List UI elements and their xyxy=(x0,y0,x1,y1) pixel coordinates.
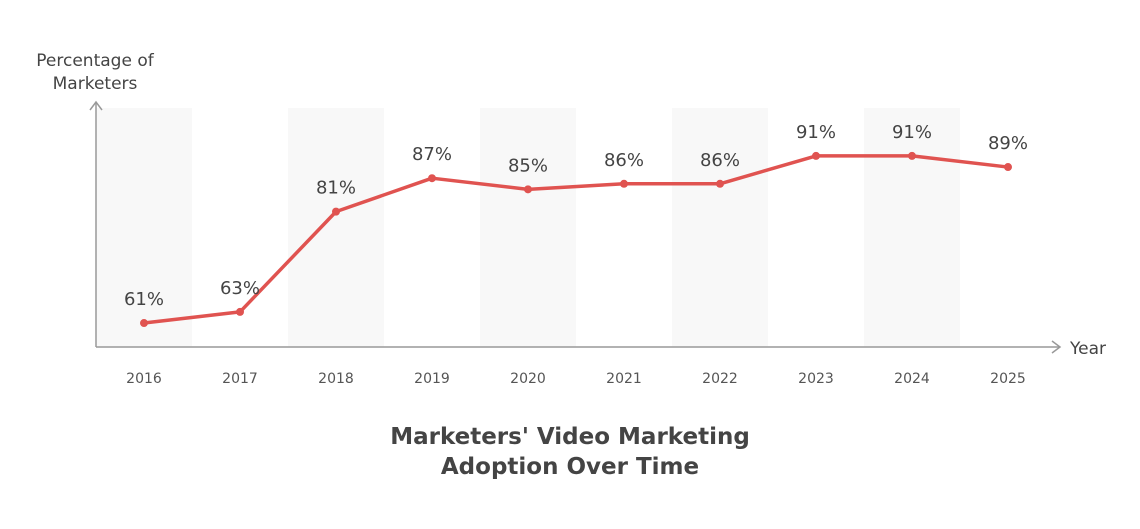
x-tick-label: 2025 xyxy=(990,371,1026,387)
x-tick-label: 2017 xyxy=(222,371,258,387)
x-tick-label: 2019 xyxy=(414,371,450,387)
y-axis-arrow xyxy=(89,100,103,111)
x-tick-label: 2022 xyxy=(702,371,738,387)
data-point xyxy=(236,307,244,316)
data-label: 89% xyxy=(988,133,1028,154)
data-label: 91% xyxy=(796,122,836,143)
x-tick-label: 2016 xyxy=(126,371,162,387)
background-band xyxy=(672,108,768,347)
x-tick-label: 2024 xyxy=(894,371,930,387)
data-point xyxy=(524,185,532,194)
x-tick-label: 2020 xyxy=(510,371,546,387)
chart-title: Marketers' Video Marketing Adoption Over… xyxy=(390,424,750,480)
data-line xyxy=(143,154,1009,325)
data-point xyxy=(620,179,628,188)
data-label: 87% xyxy=(412,144,452,165)
x-tick-label: 2023 xyxy=(798,371,834,387)
x-tick-label: 2021 xyxy=(606,371,642,387)
x-axis-arrow xyxy=(1051,340,1062,354)
data-point xyxy=(716,179,724,188)
data-point xyxy=(332,207,340,216)
data-label: 81% xyxy=(316,178,356,199)
data-point xyxy=(1004,163,1012,172)
y-axis-label: Percentage of Marketers xyxy=(36,51,154,94)
data-point xyxy=(812,151,820,160)
data-label: 86% xyxy=(604,150,644,171)
background-band xyxy=(480,108,576,347)
data-label: 85% xyxy=(508,155,548,176)
x-tick-label: 2018 xyxy=(318,371,354,387)
data-point xyxy=(428,174,436,183)
data-label: 86% xyxy=(700,150,740,171)
data-label: 61% xyxy=(124,289,164,310)
background-band xyxy=(864,108,960,347)
data-point xyxy=(140,319,148,328)
data-point xyxy=(908,151,916,160)
data-label: 91% xyxy=(892,122,932,143)
background-band xyxy=(288,108,384,347)
x-axis-label: Year xyxy=(1069,339,1106,359)
data-label: 63% xyxy=(220,278,260,299)
background-band xyxy=(96,108,192,347)
